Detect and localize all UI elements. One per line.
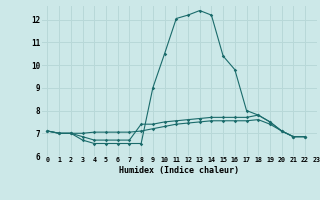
X-axis label: Humidex (Indice chaleur): Humidex (Indice chaleur): [119, 166, 239, 175]
